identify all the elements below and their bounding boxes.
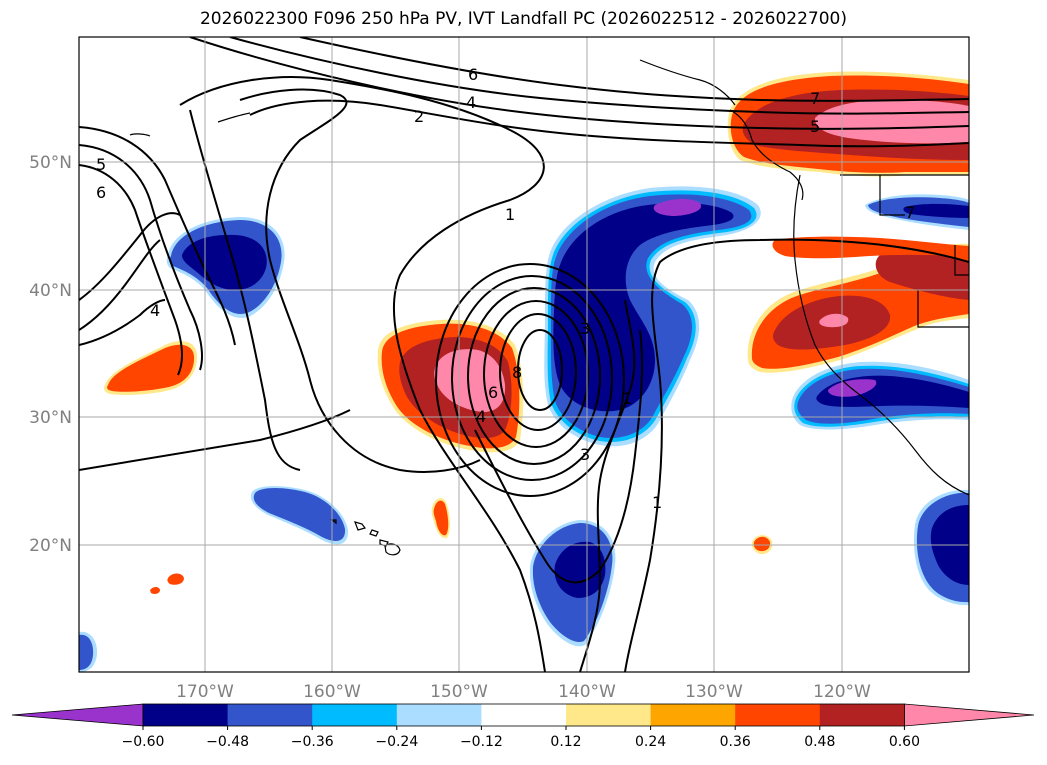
lon-label-150w: 150°W xyxy=(430,682,488,702)
contour-label: 2 xyxy=(414,107,424,126)
negative-anomaly-baja xyxy=(913,490,969,606)
colorbar-segment xyxy=(650,704,736,726)
colorbar-tick-label: −0.36 xyxy=(291,734,334,750)
colorbar-tick-label: 0.48 xyxy=(804,734,835,750)
colorbar-tick-label: 0.12 xyxy=(550,734,581,750)
colorbar-segment xyxy=(227,704,313,726)
colorbar: −0.60 −0.48 −0.36 −0.24 −0.12 0.12 0.24 0.36 0.4… xyxy=(11,703,1035,750)
colorbar-tick-label: 0.60 xyxy=(889,734,920,750)
colorbar-tick-label: −0.60 xyxy=(122,734,165,750)
colorbar-tick-label: −0.48 xyxy=(206,734,249,750)
gridlines xyxy=(79,37,969,672)
positive-anomaly-northwest xyxy=(727,71,969,177)
contour-label: 6 xyxy=(488,383,498,402)
positive-anomaly-west xyxy=(104,341,198,395)
lat-label-30n: 30°N xyxy=(29,408,72,428)
negative-anomaly-hawaii xyxy=(250,486,349,545)
colorbar-segment xyxy=(481,704,567,726)
hawaii-islands xyxy=(330,519,401,556)
colorbar-tick-label: 0.24 xyxy=(635,734,666,750)
negative-anomaly-pacific-nw xyxy=(865,194,969,230)
colorbar-segment xyxy=(396,704,482,726)
contour-label: 4 xyxy=(476,407,486,426)
lat-label-50n: 50°N xyxy=(29,153,72,173)
contour-label: 7 xyxy=(905,203,915,222)
colorbar-segment xyxy=(819,704,905,726)
colorbar-extend-high xyxy=(904,703,1035,727)
colorbar-segment xyxy=(143,704,229,726)
contour-label: 6 xyxy=(468,65,478,84)
contour-label: 5 xyxy=(810,117,820,136)
negative-anomaly-socal xyxy=(791,361,969,430)
lon-label-170w: 170°W xyxy=(176,682,234,702)
coastline xyxy=(129,59,969,496)
pv-contours xyxy=(79,37,969,672)
colorbar-extend-low xyxy=(11,703,144,727)
lat-label-40n: 40°N xyxy=(29,281,72,301)
lon-labels: 170°W 160°W 150°W 140°W 130°W 120°W xyxy=(176,682,871,702)
lon-label-160w: 160°W xyxy=(303,682,361,702)
colorbar-segment xyxy=(735,704,821,726)
negative-anomaly-southwest xyxy=(79,631,98,672)
contour-label: 5 xyxy=(96,155,106,174)
contour-label: 1 xyxy=(622,389,632,408)
lat-label-20n: 20°N xyxy=(29,536,72,556)
lon-label-130w: 130°W xyxy=(685,682,743,702)
contour-label: 4 xyxy=(150,301,160,320)
colorbar-segment xyxy=(312,704,398,726)
colorbar-tick-label: −0.24 xyxy=(375,734,418,750)
contour-label: 1 xyxy=(652,493,662,512)
contour-label: 3 xyxy=(580,445,590,464)
contour-label: 8 xyxy=(512,363,522,382)
contour-label: 4 xyxy=(466,93,476,112)
colorbar-outline xyxy=(142,703,905,727)
map-title: 2026022300 F096 250 hPa PV, IVT Landfall… xyxy=(199,9,847,29)
plot-frame xyxy=(78,36,970,673)
lon-label-140w: 140°W xyxy=(558,682,616,702)
lat-labels: 50°N 40°N 30°N 20°N xyxy=(29,153,72,556)
contour-label: 7 xyxy=(810,89,820,108)
contour-label: 6 xyxy=(96,183,106,202)
colorbar-tick-label: −0.12 xyxy=(460,734,503,750)
positive-anomaly-small xyxy=(150,498,773,594)
positive-anomaly-california xyxy=(747,236,969,373)
contour-label: 3 xyxy=(580,319,590,338)
colorbar-tick-label: 0.36 xyxy=(720,734,751,750)
contour-label: 1 xyxy=(505,205,515,224)
colorbar-segment xyxy=(566,704,652,726)
lon-label-120w: 120°W xyxy=(813,682,871,702)
contour-labels: 6 4 2 5 6 1 4 8 6 4 3 1 3 7 5 7 1 xyxy=(96,65,915,512)
